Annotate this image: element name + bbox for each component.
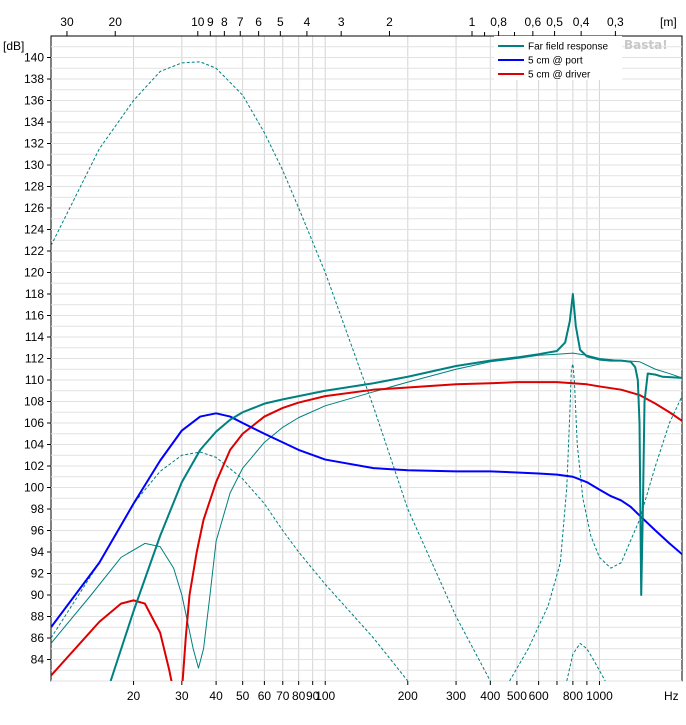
- x-tick-label: 200: [398, 689, 418, 703]
- series-line-4: [51, 352, 682, 669]
- legend-label: 5 cm @ port: [528, 56, 583, 67]
- y-tick-label: 138: [24, 72, 44, 86]
- y-tick-label: 92: [31, 567, 45, 581]
- y-tick-label: 122: [24, 244, 44, 258]
- y-tick-label: 106: [24, 416, 44, 430]
- top-tick-label: 0,6: [525, 15, 542, 29]
- y-tick-label: 120: [24, 266, 44, 280]
- top-tick-label: 10: [191, 15, 205, 29]
- top-tick-label: 20: [109, 15, 123, 29]
- legend-label: Far field response: [528, 42, 608, 53]
- y-tick-label: 132: [24, 137, 44, 151]
- y-axis: 84 86 88 90 92 94 96 98 100 102 104 106 108 110 112 114…: [24, 51, 51, 667]
- series-line-1: [51, 412, 682, 628]
- legend-label: 5 cm @ driver: [528, 70, 591, 81]
- top-tick-label: 0,3: [607, 15, 624, 29]
- y-tick-label: 116: [25, 309, 44, 323]
- y-tick-label: 110: [25, 373, 44, 387]
- y-tick-label: 130: [24, 158, 44, 172]
- y-tick-label: 114: [25, 330, 44, 344]
- series-line-8: [566, 642, 606, 681]
- legend-box: [494, 36, 622, 80]
- y-tick-label: 102: [24, 459, 44, 473]
- y-tick-label: 128: [24, 180, 44, 194]
- top-tick-label: 5: [277, 15, 284, 29]
- x-tick-label: 90: [306, 689, 320, 703]
- x-tick-label: 600: [529, 689, 549, 703]
- y-tick-label: 96: [31, 524, 45, 538]
- top-tick-label: 6: [255, 15, 262, 29]
- x-axis-unit-label: Hz: [664, 689, 679, 703]
- y-tick-label: 126: [24, 201, 44, 215]
- top-tick-label: 0,5: [546, 15, 563, 29]
- y-tick-label: 112: [25, 352, 44, 366]
- top-tick-label: 1: [469, 15, 476, 29]
- y-tick-label: 104: [24, 438, 44, 452]
- y-axis-unit-label: [dB]: [3, 39, 24, 53]
- top-tick-label: 7: [237, 15, 244, 29]
- x-tick-label: 40: [209, 689, 223, 703]
- y-tick-label: 90: [31, 588, 45, 602]
- y-tick-label: 100: [24, 481, 44, 495]
- top-tick-label: 0,4: [573, 15, 590, 29]
- legend: Basta! Far field response 5 cm @ port 5 cm…: [494, 36, 668, 81]
- series-line-5: [51, 61, 491, 681]
- x-tick-label: 80: [292, 689, 306, 703]
- x-tick-label: 500: [507, 689, 527, 703]
- y-tick-label: 124: [24, 223, 44, 237]
- grid: [50, 35, 683, 682]
- x-tick-label: 300: [446, 689, 466, 703]
- top-tick-label: 2: [386, 15, 393, 29]
- x-tick-label: 20: [127, 689, 141, 703]
- x-tick-label: 400: [480, 689, 500, 703]
- x-tick-label: 60: [258, 689, 272, 703]
- top-tick-label: 0,8: [490, 15, 507, 29]
- series-line-2: [51, 599, 173, 681]
- y-tick-label: 88: [31, 610, 45, 624]
- y-tick-label: 94: [31, 545, 45, 559]
- x-tick-label: 30: [175, 689, 189, 703]
- y-tick-label: 134: [24, 115, 44, 129]
- plot-area: [51, 61, 682, 681]
- x-tick-label: 1000: [586, 689, 613, 703]
- y-tick-label: 108: [24, 395, 44, 409]
- x-tick-label: 50: [236, 689, 250, 703]
- top-tick-label: 8: [221, 15, 228, 29]
- top-axis: 30 20 10 9 8 7 6 5 4 3 2 1 0,8 0,6 0,5 0,4 0,3: [51, 15, 682, 37]
- y-tick-label: 86: [31, 631, 45, 645]
- x-tick-label: 100: [315, 689, 335, 703]
- series-line-0: [109, 293, 682, 681]
- watermark-logo: Basta!: [624, 38, 668, 52]
- y-tick-label: 136: [24, 94, 44, 108]
- y-tick-label: 118: [25, 287, 44, 301]
- top-tick-label: 3: [338, 15, 345, 29]
- top-axis-unit-label: [m]: [660, 15, 677, 29]
- top-tick-label: 4: [304, 15, 311, 29]
- y-tick-label: 84: [31, 653, 45, 667]
- top-tick-label: 9: [207, 15, 214, 29]
- series-line-3: [181, 381, 682, 681]
- x-tick-label: 70: [276, 689, 290, 703]
- top-tick-label: 30: [60, 15, 74, 29]
- x-tick-label: 800: [563, 689, 583, 703]
- y-tick-label: 98: [31, 502, 45, 516]
- y-tick-label: 140: [24, 51, 44, 65]
